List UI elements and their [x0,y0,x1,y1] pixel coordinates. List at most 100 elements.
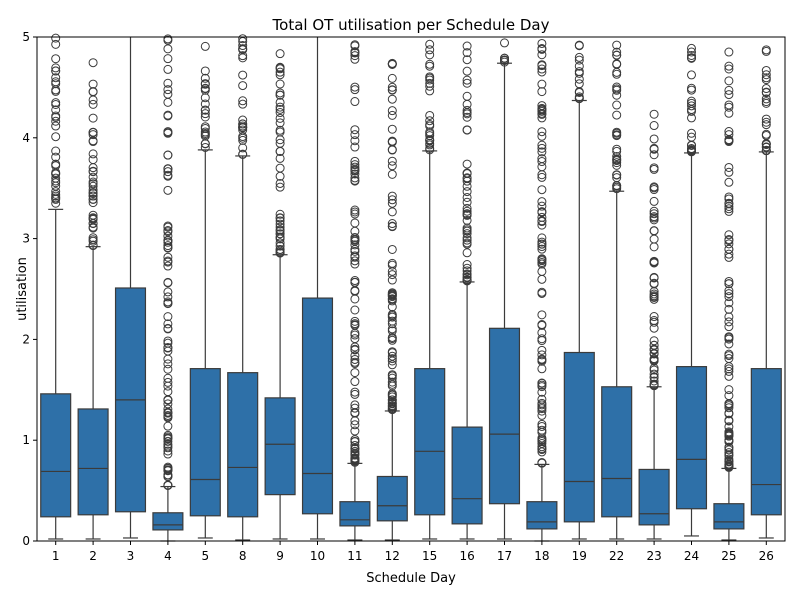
outlier-point [649,150,659,160]
outlier-point [387,219,397,229]
outlier-point [612,69,622,79]
outlier-point [163,395,173,405]
outlier-point [387,207,397,217]
outlier-point [724,339,734,349]
outlier-point [275,153,285,163]
outlier-point [724,239,734,249]
outlier-point [724,415,734,425]
outlier-point [761,84,771,94]
outlier-point [387,110,397,120]
outlier-point [724,436,734,446]
outlier-point [462,112,472,122]
outlier-point [649,340,659,350]
outlier-point [163,236,173,246]
outlier-point [724,349,734,359]
x-tick-label: 3 [127,549,135,563]
outlier-point [724,366,734,376]
outlier-point [387,85,397,95]
outlier-point [687,128,696,138]
outlier-point [462,229,472,239]
outlier-point [462,55,472,65]
outlier-point [275,171,285,181]
box-iqr [301,297,334,515]
outlier-point [724,177,734,187]
outlier-point [88,58,98,68]
outlier-point [649,349,659,359]
outlier-point [163,54,173,64]
outlier-point [649,226,659,236]
outlier-point [462,266,472,276]
outlier-point [275,219,285,229]
outlier-point [425,78,435,88]
outlier-point [724,286,734,296]
outlier-point [163,150,173,160]
outlier-point [724,76,734,86]
outlier-point [649,196,659,206]
outlier-point [612,128,622,138]
box-group-10 [301,37,334,540]
outlier-point [350,125,360,135]
outlier-point [163,164,173,174]
outlier-point [350,408,360,418]
outlier-point [537,400,547,410]
box-group-5 [189,41,221,539]
outlier-point [649,109,659,119]
outlier-point [275,178,285,188]
plot-frame [36,36,786,542]
outlier-point [649,273,659,283]
outlier-point [537,387,547,397]
outlier-point [724,408,734,418]
outlier-point [350,218,360,228]
outlier-point [163,359,173,369]
outlier-point [724,364,734,374]
box-group-4 [152,34,184,542]
outlier-point [724,192,734,202]
outlier-point [275,225,285,235]
outlier-point [761,114,771,124]
outlier-point [462,192,472,202]
outlier-point [200,109,210,119]
outlier-point [387,289,397,299]
outlier-point [350,453,360,463]
outlier-point [387,390,397,400]
outlier-point [163,85,173,95]
box-iqr [227,372,259,518]
outlier-point [350,82,360,92]
outlier-point [350,403,360,413]
outlier-point [612,40,622,50]
outlier-point [537,382,547,392]
outlier-point [163,336,173,346]
outlier-point [350,160,360,170]
box-group-24 [675,43,708,537]
outlier-point [163,319,173,329]
outlier-point [649,369,659,379]
outlier-point [350,97,360,107]
outlier-point [537,421,547,431]
outlier-point [238,41,248,51]
outlier-point [537,172,547,182]
outlier-point [51,79,61,89]
outlier-point [612,110,622,120]
outlier-point [537,320,547,330]
box-iqr [638,468,670,526]
outlier-point [537,310,547,320]
outlier-point [350,234,360,244]
outlier-point [425,72,435,82]
outlier-point [275,104,285,114]
outlier-point [761,65,771,75]
outlier-point [350,368,360,378]
y-tick-label: 0 [22,534,30,548]
outlier-point [275,216,285,226]
outlier-point [462,259,472,269]
outlier-point [163,170,173,180]
outlier-point [612,160,622,170]
outlier-point [537,127,547,137]
outlier-point [275,241,285,251]
outlier-point [612,144,622,154]
outlier-point [238,121,248,131]
x-tick-label: 12 [385,549,400,563]
outlier-point [350,420,360,430]
outlier-point [51,181,61,191]
outlier-point [350,354,360,364]
x-tick-label: 17 [497,549,512,563]
